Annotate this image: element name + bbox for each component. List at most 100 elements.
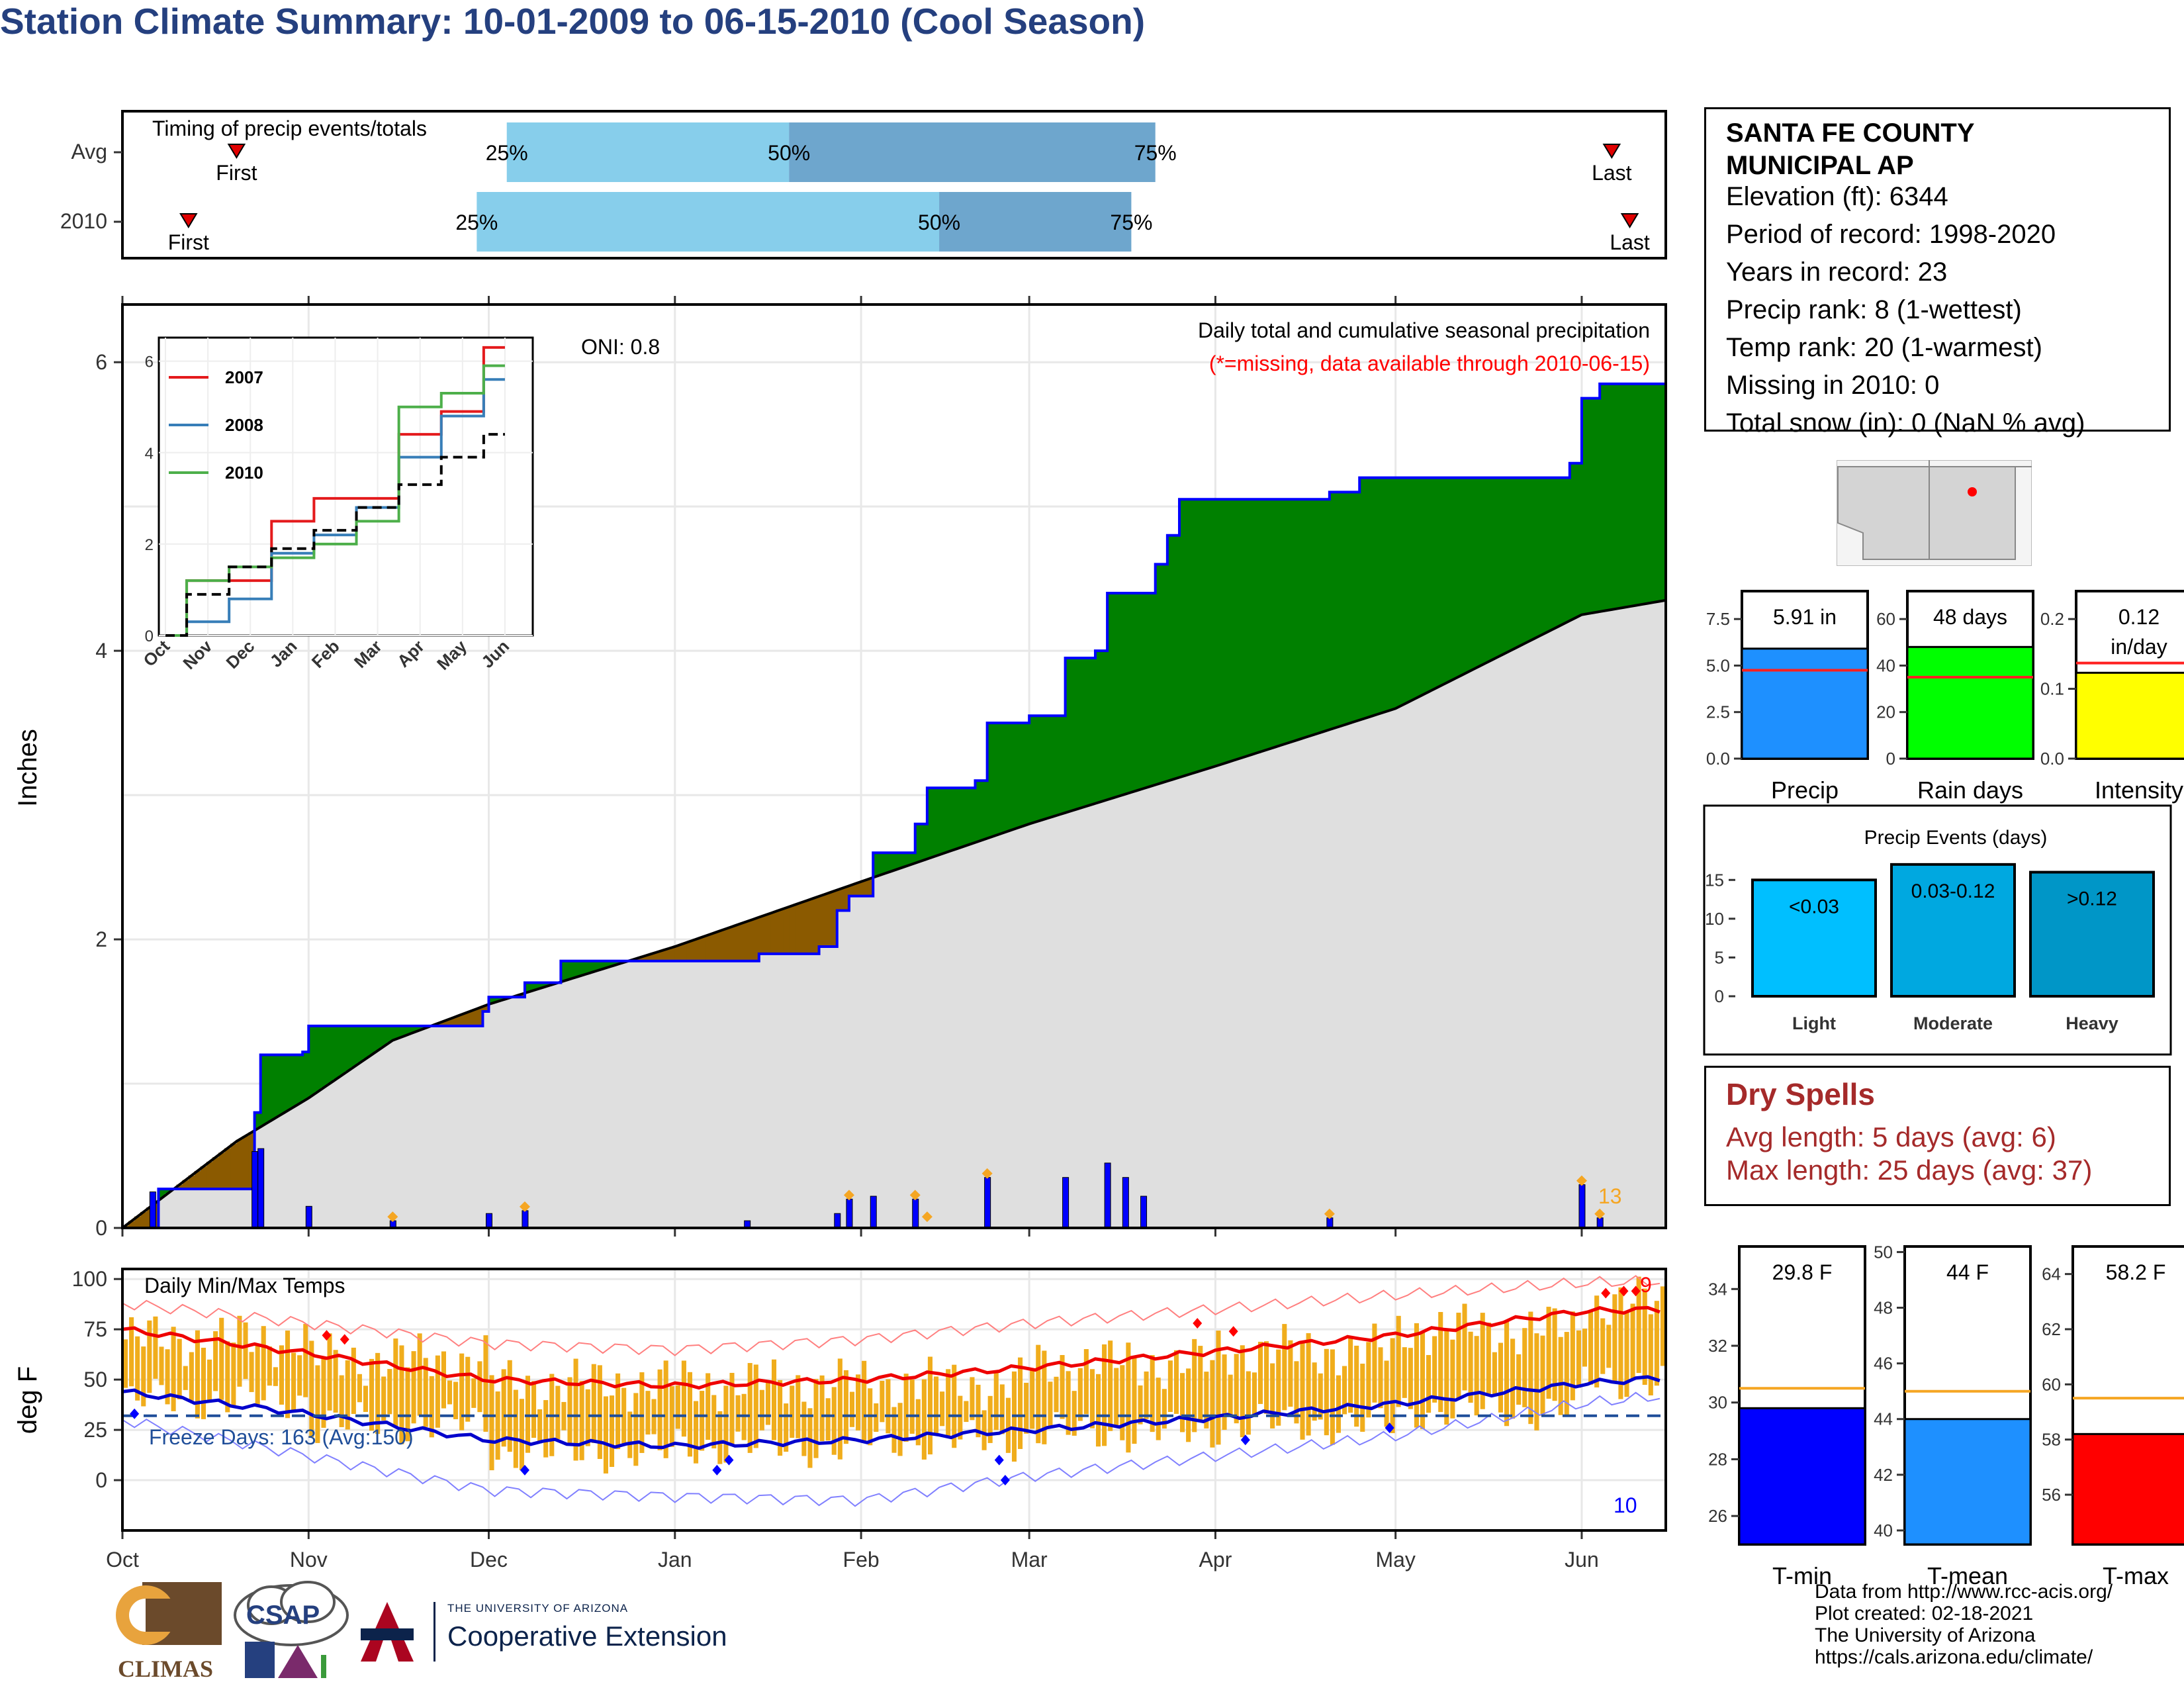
snow-day-marker-icon bbox=[1594, 1208, 1606, 1219]
intensity-ytick-label: 0.1 bbox=[2040, 679, 2064, 699]
above-normal-area bbox=[1563, 477, 1570, 623]
daily-temp-range-bar bbox=[711, 1395, 717, 1449]
below-normal-area bbox=[482, 1005, 490, 1012]
daily-temp-range-bar bbox=[1648, 1314, 1653, 1396]
oni-label: ONI: 0.8 bbox=[581, 335, 660, 359]
daily-temp-range-bar bbox=[921, 1379, 927, 1460]
first-event-label: First bbox=[216, 161, 257, 185]
daily-temp-range-bar bbox=[837, 1358, 842, 1460]
daily-temp-range-bar bbox=[1066, 1371, 1071, 1435]
daily-temp-range-bar bbox=[801, 1401, 807, 1456]
above-normal-area bbox=[291, 1055, 297, 1107]
above-normal-area bbox=[885, 853, 892, 872]
temp-month-label: Oct bbox=[106, 1548, 139, 1571]
daily-temp-range-bar bbox=[1444, 1329, 1449, 1425]
daily-temp-range-bar bbox=[1324, 1348, 1329, 1436]
above-normal-area bbox=[897, 853, 904, 868]
normal-max-line bbox=[122, 1305, 1661, 1390]
tmax-summary-ytick-label: 58 bbox=[2042, 1430, 2061, 1450]
tmax-summary-name: T-max bbox=[2103, 1562, 2169, 1589]
credit-url: https://cals.arizona.edu/climate/ bbox=[1815, 1646, 2093, 1668]
above-normal-area bbox=[572, 961, 580, 978]
daily-temp-range-bar bbox=[381, 1376, 387, 1421]
below-normal-area bbox=[446, 1019, 453, 1026]
intensity-bar bbox=[2075, 671, 2184, 760]
below-normal-area bbox=[741, 922, 748, 961]
above-normal-area bbox=[1623, 383, 1631, 607]
daily-temp-range-bar bbox=[999, 1384, 1005, 1434]
precip-total-ytick-label: 5.0 bbox=[1706, 655, 1730, 675]
daily-temp-range-bar bbox=[297, 1355, 302, 1396]
daily-temp-range-bar bbox=[201, 1348, 206, 1419]
daily-temp-range-bar bbox=[1552, 1308, 1557, 1401]
above-normal-area bbox=[302, 1052, 309, 1100]
above-normal-area bbox=[1203, 499, 1210, 769]
above-normal-area bbox=[1510, 477, 1516, 650]
precip-events-ytick-label: 10 bbox=[1705, 909, 1724, 929]
above-normal-area bbox=[993, 723, 1000, 835]
above-normal-area bbox=[1479, 477, 1486, 665]
daily-temp-range-bar bbox=[261, 1326, 266, 1401]
precip-events-ytick-label: 0 bbox=[1715, 986, 1724, 1006]
below-normal-area bbox=[825, 893, 832, 947]
below-normal-area bbox=[777, 910, 784, 954]
daily-temp-range-bar bbox=[1594, 1295, 1600, 1387]
above-normal-area bbox=[1269, 499, 1276, 748]
daily-temp-range-bar bbox=[1528, 1311, 1533, 1425]
daily-temp-range-bar bbox=[1492, 1352, 1497, 1394]
daily-temp-range-bar bbox=[507, 1360, 512, 1452]
last-event-marker-icon bbox=[1620, 213, 1639, 228]
below-normal-area bbox=[459, 1014, 465, 1026]
tmin-summary-ytick-label: 30 bbox=[1708, 1393, 1727, 1413]
above-normal-area bbox=[272, 1055, 279, 1118]
missing-note: (*=missing, data available through 2010-… bbox=[1209, 352, 1650, 375]
above-normal-area bbox=[1209, 499, 1216, 767]
precip-total-ytick-label: 7.5 bbox=[1706, 609, 1730, 629]
daily-temp-range-bar bbox=[1570, 1311, 1575, 1401]
above-normal-area bbox=[1383, 477, 1390, 712]
above-normal-area bbox=[1035, 716, 1042, 821]
tmin-summary-ytick-label: 34 bbox=[1708, 1279, 1727, 1299]
normal-cumulative-area bbox=[122, 600, 1666, 1228]
intensity-value-label: 0.12 bbox=[2118, 605, 2160, 629]
daily-temp-range-bar bbox=[1582, 1329, 1588, 1367]
above-normal-area bbox=[1647, 383, 1655, 603]
below-normal-area bbox=[717, 931, 723, 961]
daily-temp-range-bar bbox=[255, 1344, 260, 1406]
daily-temp-range-bar bbox=[171, 1327, 176, 1411]
daily-temp-range-bar bbox=[333, 1350, 338, 1413]
tmax-summary-bar bbox=[2071, 1432, 2184, 1546]
precip-events-category: Light bbox=[1792, 1013, 1836, 1033]
summary-bar-charts: 5.91 in 0.0 2.5 5.0 7.5 Precip 48 days 0 20 40 60 R… bbox=[1703, 590, 2184, 1589]
daily-temp-range-bar bbox=[790, 1385, 795, 1438]
below-normal-area bbox=[194, 1170, 201, 1190]
daily-temp-range-bar bbox=[1234, 1354, 1239, 1424]
below-normal-area bbox=[807, 899, 814, 954]
daily-temp-range-bar bbox=[1474, 1336, 1479, 1416]
daily-temp-range-bar bbox=[363, 1385, 369, 1412]
above-normal-area bbox=[1407, 477, 1414, 701]
above-normal-area bbox=[1023, 723, 1030, 825]
record-low-marker-icon bbox=[1385, 1423, 1394, 1434]
above-normal-area bbox=[1281, 499, 1288, 745]
above-normal-area bbox=[1395, 477, 1402, 708]
inset-average-line bbox=[165, 433, 505, 637]
above-normal-area bbox=[350, 1025, 357, 1068]
above-normal-area bbox=[1017, 723, 1024, 827]
daily-temp-range-bar bbox=[1018, 1357, 1023, 1449]
daily-temp-range-bar bbox=[813, 1379, 819, 1458]
above-normal-area bbox=[1197, 499, 1204, 771]
above-normal-area bbox=[369, 1025, 375, 1055]
above-normal-area bbox=[1401, 477, 1408, 704]
daily-temp-range-bar bbox=[687, 1372, 693, 1457]
above-normal-area bbox=[387, 1025, 393, 1043]
daily-temp-range-bar bbox=[897, 1403, 903, 1456]
precip-events-range-label: >0.12 bbox=[2067, 888, 2117, 910]
above-normal-area bbox=[1516, 477, 1522, 647]
below-normal-area bbox=[140, 1211, 147, 1228]
tmean-summary-ytick-label: 48 bbox=[1874, 1298, 1893, 1318]
above-normal-area bbox=[1047, 716, 1054, 818]
station-period: Period of record: 1998-2020 bbox=[1726, 220, 2056, 249]
daily-temp-range-bar bbox=[753, 1364, 758, 1448]
daily-temp-range-bar bbox=[645, 1391, 651, 1435]
